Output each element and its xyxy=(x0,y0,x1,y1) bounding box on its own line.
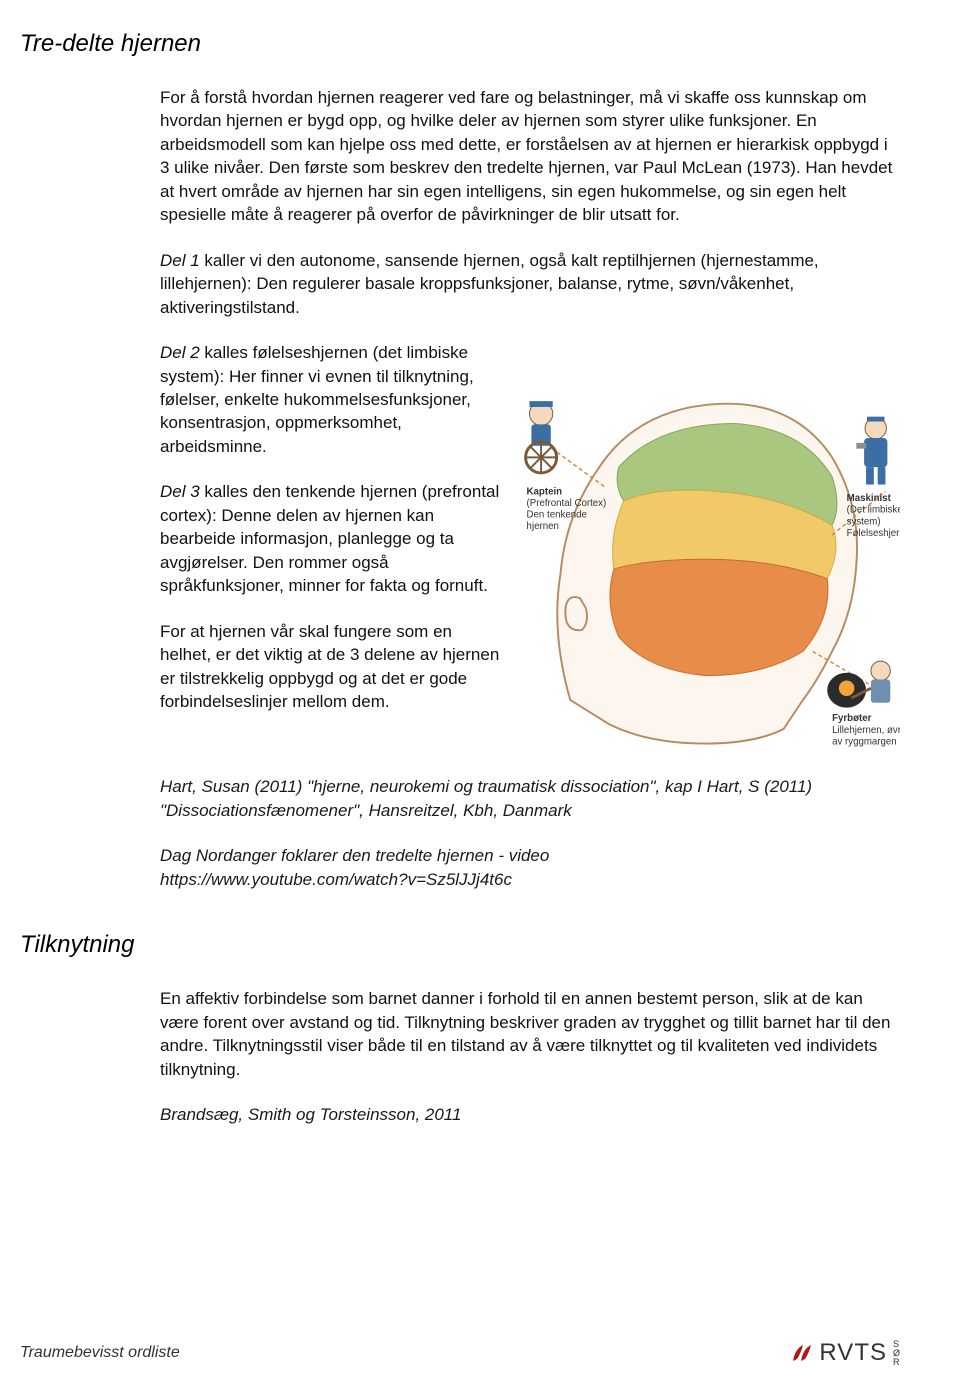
label-maskinist-s2: system) xyxy=(847,516,881,527)
del2-lead: Del 2 xyxy=(160,343,200,362)
label-kaptein-s1: (Prefrontal Cortex) xyxy=(527,498,607,509)
video-link-text: Dag Nordanger foklarer den tredelte hjer… xyxy=(160,844,900,867)
citation-hart: Hart, Susan (2011) "hjerne, neurokemi og… xyxy=(160,775,900,822)
video-link-block: Dag Nordanger foklarer den tredelte hjer… xyxy=(160,844,900,891)
section2-content: En affektiv forbindelse som barnet danne… xyxy=(160,987,900,1126)
label-kaptein-s2: Den tenkende xyxy=(527,510,587,521)
kaptein-figure xyxy=(526,401,557,473)
label-fyrboter-title: Fyrbøter xyxy=(832,713,872,724)
logo-r: R xyxy=(893,1358,900,1367)
brain-svg: Kaptein (Prefrontal Cortex) Den tenkende… xyxy=(512,341,900,748)
fyrboter-figure xyxy=(827,661,890,708)
para-del1: Del 1 kaller vi den autonome, sansende h… xyxy=(160,249,900,319)
leaf-icon xyxy=(787,1339,815,1367)
section1-content: For å forstå hvordan hjernen reagerer ve… xyxy=(160,86,900,891)
rvts-logo: RVTS S Ø R xyxy=(787,1339,900,1367)
label-maskinist-s1: (Det limbiske xyxy=(847,505,900,516)
para-del2: Del 2 kalles følelseshjernen (det limbis… xyxy=(160,341,500,458)
del1-rest: kaller vi den autonome, sansende hjernen… xyxy=(160,251,819,317)
logo-sub-text: S Ø R xyxy=(893,1340,900,1367)
section-heading-tredelte: Tre-delte hjernen xyxy=(20,30,900,58)
label-fyrboter-s1: Lillehjernen, øvre del xyxy=(832,725,900,736)
logo-main-text: RVTS xyxy=(819,1339,887,1367)
maskinist-figure xyxy=(856,417,887,485)
footer-text: Traumebevisst ordliste xyxy=(20,1344,180,1362)
del3-lead: Del 3 xyxy=(160,482,200,501)
del2-rest: kalles følelseshjernen (det limbiske sys… xyxy=(160,343,474,456)
label-fyrboter-s2: av ryggmargen xyxy=(832,737,897,748)
dash-kaptein xyxy=(551,448,604,487)
label-maskinist-s3: Følelseshjernen xyxy=(847,528,900,539)
brain-illustration: Kaptein (Prefrontal Cortex) Den tenkende… xyxy=(512,341,900,753)
page-footer: Traumebevisst ordliste RVTS S Ø R xyxy=(20,1339,900,1367)
del3-rest: kalles den tenkende hjernen (prefrontal … xyxy=(160,482,499,595)
para-summary: For at hjernen vår skal fungere som en h… xyxy=(160,620,500,714)
label-kaptein-title: Kaptein xyxy=(527,486,563,497)
para-tilknytning: En affektiv forbindelse som barnet danne… xyxy=(160,987,900,1081)
video-link-url[interactable]: https://www.youtube.com/watch?v=Sz5lJJj4… xyxy=(160,868,900,891)
citation-brandsaeg: Brandsæg, Smith og Torsteinsson, 2011 xyxy=(160,1103,900,1126)
label-maskinist-title: Maskinist xyxy=(847,493,892,504)
para-del3: Del 3 kalles den tenkende hjernen (prefr… xyxy=(160,480,500,597)
del1-lead: Del 1 xyxy=(160,251,200,270)
label-kaptein-s3: hjernen xyxy=(527,521,559,532)
section-heading-tilknytning: Tilknytning xyxy=(20,931,900,959)
two-column-block: Del 2 kalles følelseshjernen (det limbis… xyxy=(160,341,900,753)
left-text-column: Del 2 kalles følelseshjernen (det limbis… xyxy=(160,341,500,753)
para-intro: For å forstå hvordan hjernen reagerer ve… xyxy=(160,86,900,227)
